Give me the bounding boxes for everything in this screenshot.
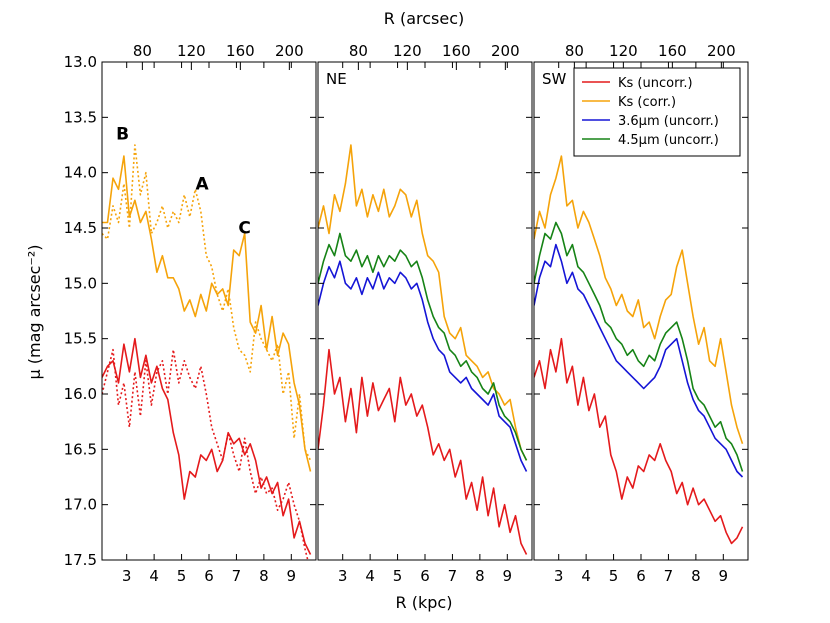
- x-tick-label: 3: [338, 567, 348, 585]
- series-3-6-m-uncorr-line: [318, 260, 528, 472]
- x-top-tick-label: 160: [442, 42, 471, 60]
- x-top-tick-label: 120: [177, 42, 206, 60]
- series-ks-uncorr-ne-line: [102, 337, 312, 555]
- x-tick-label: 7: [448, 567, 458, 585]
- x-top-tick-label: 120: [393, 42, 422, 60]
- x-top-tick-label: 80: [349, 42, 368, 60]
- legend-entry-label: 3.6μm (uncorr.): [618, 114, 719, 129]
- y-tick-label: 16.0: [64, 385, 97, 403]
- series-group: [534, 155, 744, 545]
- feature-label-a: A: [196, 174, 210, 194]
- panel-label-sw: SW: [542, 70, 567, 88]
- series-ks-corr-sw-line: [102, 144, 312, 461]
- x-top-tick-label: 80: [133, 42, 152, 60]
- x-axis-label-bottom: R (kpc): [396, 593, 453, 612]
- x-top-tick-label: 160: [658, 42, 687, 60]
- x-tick-label: 5: [177, 567, 187, 585]
- panel-ne: 3 4 5 6 7 8 9 80 120 160 200 NE: [317, 42, 533, 585]
- x-top-tick-label: 200: [491, 42, 520, 60]
- y-tick-label: 13.0: [64, 53, 97, 71]
- series-ks-uncorr-line: [534, 337, 744, 545]
- series-ks-corr-line: [318, 144, 528, 461]
- legend-entry-label: Ks (corr.): [618, 95, 676, 110]
- x-tick-label: 6: [636, 567, 646, 585]
- x-tick-label: 8: [259, 567, 269, 585]
- y-tick-label: 14.0: [64, 164, 97, 182]
- series-ks-corr-line: [534, 155, 744, 445]
- legend-entry-label: Ks (uncorr.): [618, 76, 693, 91]
- x-tick-label: 8: [691, 567, 701, 585]
- panel-frame: [101, 61, 317, 561]
- panel-sw: 3 4 5 6 7 8 9 80 120 160 200 SW: [533, 42, 749, 585]
- series-group: [102, 144, 312, 560]
- x-tick-label: 4: [365, 567, 375, 585]
- x-tick-label: 4: [149, 567, 159, 585]
- series-4-5-m-uncorr-line: [318, 232, 528, 461]
- x-top-tick-label: 80: [565, 42, 584, 60]
- series-3-6-m-uncorr-line: [534, 243, 744, 478]
- y-tick-label: 13.5: [64, 108, 97, 126]
- feature-label-b: B: [116, 124, 129, 144]
- series-ks-corr-ne-line: [102, 155, 312, 472]
- x-tick-label: 8: [475, 567, 485, 585]
- x-top-tick-label: 120: [609, 42, 638, 60]
- y-tick-label: 15.5: [64, 330, 97, 348]
- y-tick-label: 16.5: [64, 440, 97, 458]
- x-top-tick-label: 160: [226, 42, 255, 60]
- x-tick-label: 4: [581, 567, 591, 585]
- x-tick-label: 5: [609, 567, 619, 585]
- y-tick-label: 15.0: [64, 274, 97, 292]
- panel-left: 3 4 5 6 7 8 9 80 120 160 200 13.0 13.5 14.0 14.5 15.0 15…: [64, 42, 317, 585]
- x-axis-label-top: R (arcsec): [384, 9, 465, 28]
- legend-entry-label: 4.5μm (uncorr.): [618, 133, 719, 148]
- x-tick-label: 7: [664, 567, 674, 585]
- y-tick-label: 17.0: [64, 496, 97, 514]
- y-tick-label: 17.5: [64, 551, 97, 569]
- x-top-tick-label: 200: [275, 42, 304, 60]
- x-tick-label: 6: [204, 567, 214, 585]
- x-tick-label: 9: [719, 567, 729, 585]
- feature-label-c: C: [238, 219, 250, 239]
- series-group: [318, 144, 528, 555]
- x-tick-label: 7: [232, 567, 242, 585]
- x-tick-label: 6: [420, 567, 430, 585]
- x-tick-label: 3: [122, 567, 132, 585]
- x-tick-label: 5: [393, 567, 403, 585]
- panel-label-ne: NE: [326, 70, 347, 88]
- x-top-tick-label: 200: [707, 42, 736, 60]
- y-tick-label: 14.5: [64, 219, 97, 237]
- legend: Ks (uncorr.) Ks (corr.) 3.6μm (uncorr.) 4.5…: [573, 67, 741, 157]
- y-axis-label: μ (mag arcsec⁻²): [25, 244, 44, 379]
- series-ks-uncorr-line: [318, 348, 528, 555]
- x-tick-label: 3: [554, 567, 564, 585]
- series-ks-uncorr-sw-line: [102, 348, 309, 560]
- x-tick-label: 9: [503, 567, 513, 585]
- x-tick-label: 9: [287, 567, 297, 585]
- series-4-5-m-uncorr-line: [534, 221, 744, 472]
